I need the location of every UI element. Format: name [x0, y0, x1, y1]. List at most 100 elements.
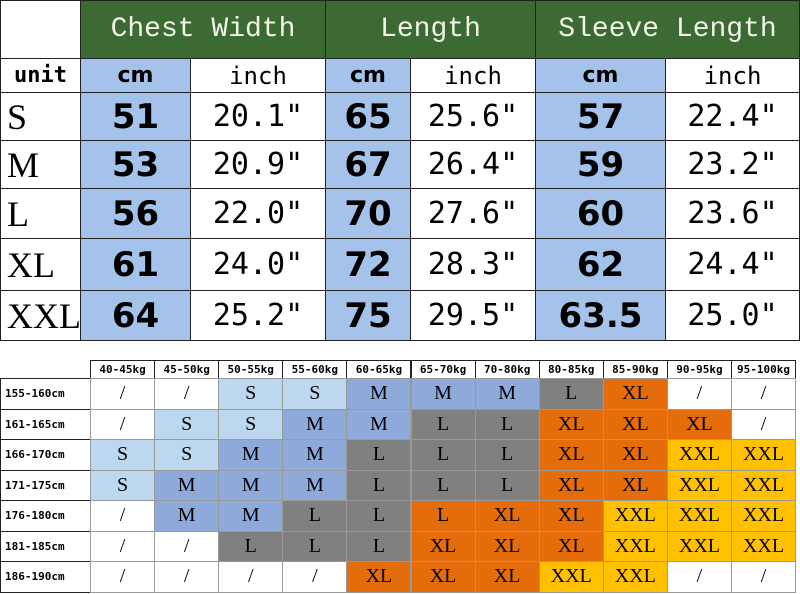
weight-header: 65-70kg	[410, 360, 476, 379]
size-label: L	[0, 188, 81, 239]
size-cell: XL	[602, 469, 668, 501]
size-cell: M	[346, 408, 412, 440]
height-label: 186-190cm	[0, 561, 91, 593]
size-cell: M	[282, 469, 348, 501]
measure-cell: 25.6"	[410, 92, 536, 141]
measure-cell: 64	[80, 290, 191, 341]
unit-label: inch	[665, 58, 800, 93]
size-cell: XL	[538, 408, 604, 440]
size-cell: XXL	[731, 530, 797, 562]
size-cell: L	[346, 530, 412, 562]
height-label: 155-160cm	[0, 378, 91, 410]
size-cell: M	[154, 469, 220, 501]
weight-header: 80-85kg	[538, 360, 604, 379]
size-cell: /	[218, 561, 284, 593]
unit-label: inch	[410, 58, 536, 93]
size-cell: XL	[666, 408, 732, 440]
size-cell: L	[218, 530, 284, 562]
measure-cell: 61	[80, 238, 191, 291]
size-cell: M	[218, 469, 284, 501]
size-cell: L	[474, 408, 540, 440]
size-cell: XXL	[666, 469, 732, 501]
size-cell: XL	[410, 530, 476, 562]
size-cell: M	[218, 500, 284, 532]
size-label: M	[0, 140, 81, 189]
size-cell: M	[282, 439, 348, 471]
size-cell: S	[90, 469, 156, 501]
size-cell: XL	[602, 378, 668, 410]
size-cell: M	[346, 378, 412, 410]
measure-cell: 29.5"	[410, 290, 536, 341]
measure-cell: 20.9"	[190, 140, 326, 189]
size-cell: L	[282, 530, 348, 562]
size-cell: XL	[602, 408, 668, 440]
height-label: 171-175cm	[0, 469, 91, 501]
measure-cell: 22.0"	[190, 188, 326, 239]
measure-cell: 75	[325, 290, 411, 341]
height-label: 181-185cm	[0, 530, 91, 562]
size-cell: M	[154, 500, 220, 532]
size-cell: L	[410, 469, 476, 501]
size-cell: /	[90, 561, 156, 593]
size-cell: /	[154, 530, 220, 562]
size-cell: S	[282, 378, 348, 410]
measure-cell: 53	[80, 140, 191, 189]
size-cell: XL	[538, 469, 604, 501]
size-cell: XXL	[731, 469, 797, 501]
size-cell: L	[474, 469, 540, 501]
height-label: 166-170cm	[0, 439, 91, 471]
size-cell: L	[410, 500, 476, 532]
weight-header: 95-100kg	[731, 360, 797, 379]
measure-cell: 20.1"	[190, 92, 326, 141]
size-cell: XXL	[666, 530, 732, 562]
measure-cell: 57	[535, 92, 666, 141]
measure-cell: 25.0"	[665, 290, 800, 341]
unit-label: cm	[535, 58, 666, 93]
size-cell: XXL	[602, 500, 668, 532]
size-cell: L	[346, 439, 412, 471]
weight-header: 40-45kg	[90, 360, 156, 379]
weight-header: 45-50kg	[154, 360, 220, 379]
group-header: Length	[325, 0, 536, 59]
size-cell: M	[218, 439, 284, 471]
size-cell: /	[731, 408, 797, 440]
weight-header: 85-90kg	[602, 360, 668, 379]
size-cell: L	[410, 408, 476, 440]
measure-cell: 26.4"	[410, 140, 536, 189]
size-cell: S	[218, 408, 284, 440]
measure-cell: 56	[80, 188, 191, 239]
size-cell: M	[410, 378, 476, 410]
measure-cell: 62	[535, 238, 666, 291]
size-label: XXL	[0, 290, 81, 341]
measure-cell: 70	[325, 188, 411, 239]
size-cell: XL	[474, 500, 540, 532]
size-cell: XXL	[602, 530, 668, 562]
size-cell: XXL	[602, 561, 668, 593]
measure-cell: 51	[80, 92, 191, 141]
size-cell: /	[154, 378, 220, 410]
size-cell: /	[731, 561, 797, 593]
size-cell: S	[154, 439, 220, 471]
size-cell: XL	[538, 500, 604, 532]
size-cell: /	[90, 530, 156, 562]
size-cell: XXL	[666, 439, 732, 471]
size-cell: L	[410, 439, 476, 471]
measure-cell: 25.2"	[190, 290, 326, 341]
measure-cell: 28.3"	[410, 238, 536, 291]
size-cell: XXL	[538, 561, 604, 593]
size-cell: XL	[538, 530, 604, 562]
size-cell: S	[218, 378, 284, 410]
measure-cell: 27.6"	[410, 188, 536, 239]
size-cell: M	[282, 408, 348, 440]
size-label: XL	[0, 238, 81, 291]
weight-header: 90-95kg	[666, 360, 732, 379]
size-cell: M	[474, 378, 540, 410]
measure-cell: 65	[325, 92, 411, 141]
measure-cell: 23.6"	[665, 188, 800, 239]
group-header: Chest Width	[80, 0, 326, 59]
measure-cell: 24.4"	[665, 238, 800, 291]
size-label: S	[0, 92, 81, 141]
size-cell: XXL	[666, 500, 732, 532]
size-cell: XL	[346, 561, 412, 593]
